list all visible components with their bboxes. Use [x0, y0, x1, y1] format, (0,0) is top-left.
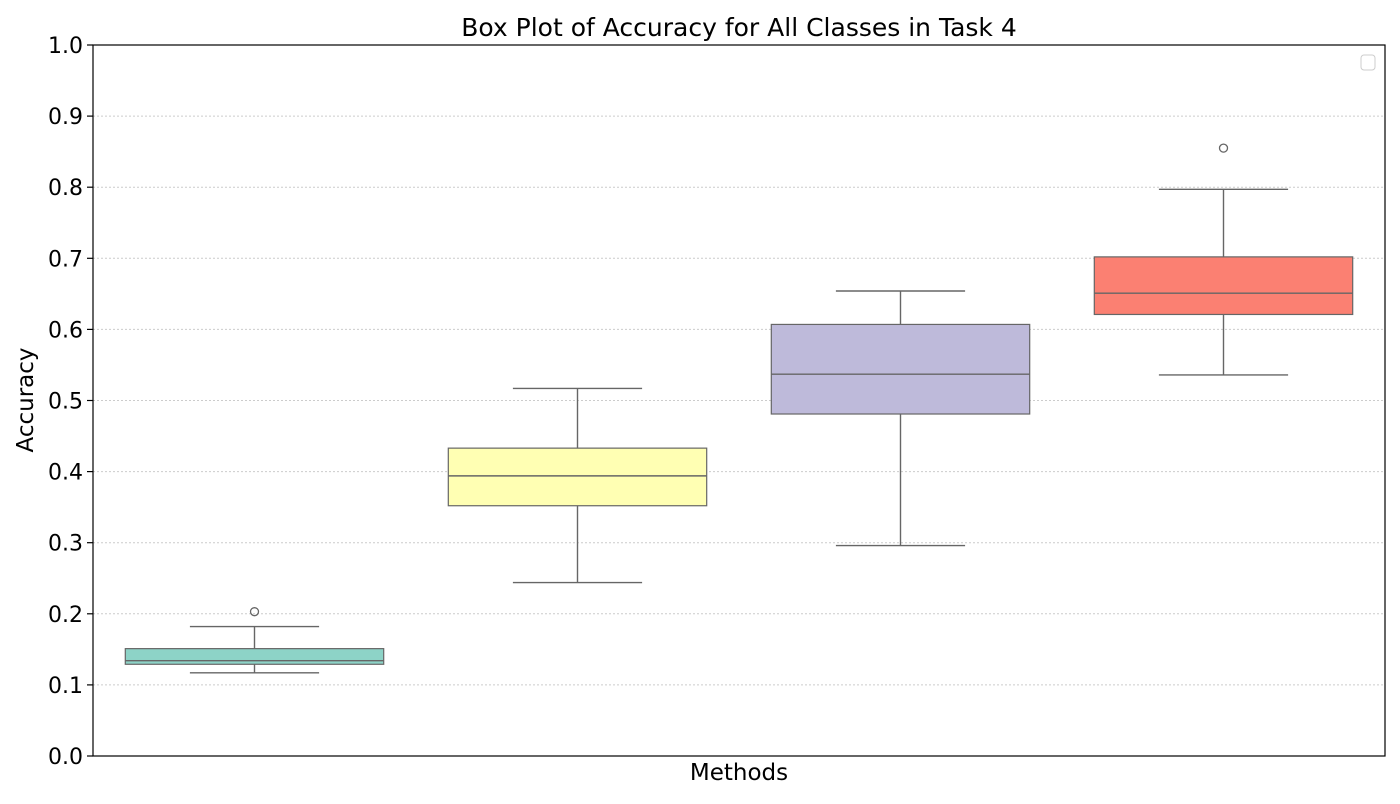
outlier-point [1218, 143, 1229, 153]
x-axis-title: Methods [690, 760, 788, 786]
outlier-point [249, 607, 260, 617]
box-group-4 [1093, 143, 1354, 376]
y-ticks: 0.0 0.1 0.2 0.3 0.4 0.5 0.6 0.7 0.8 0.9 1.0 [48, 34, 93, 770]
box-body [124, 648, 385, 665]
box-group-2 [447, 387, 708, 584]
y-tick-label: 0.8 [48, 176, 83, 201]
y-tick-label: 1.0 [48, 34, 83, 59]
plot-area-frame [92, 44, 1386, 757]
y-tick-label: 0.2 [48, 603, 83, 628]
y-tick-label: 0.1 [48, 674, 83, 699]
y-axis-title: Accuracy [13, 347, 39, 452]
y-tick-label: 0.6 [48, 318, 83, 343]
y-tick-label: 0.7 [48, 247, 83, 272]
legend-empty [1360, 54, 1376, 71]
y-tick-label: 0.5 [48, 390, 83, 415]
box-body [1093, 256, 1354, 316]
box-group-1 [124, 607, 385, 674]
box-group-3 [770, 290, 1031, 547]
box-body [447, 447, 708, 507]
boxes-layer [124, 143, 1354, 674]
y-tick-label: 0.3 [48, 532, 83, 557]
y-tick-label: 0.4 [48, 461, 83, 486]
y-tick-label: 0.9 [48, 105, 83, 130]
box-body [770, 323, 1031, 415]
y-tick-label: 0.0 [48, 745, 83, 770]
chart-title: Box Plot of Accuracy for All Classes in … [461, 13, 1017, 42]
grid-lines [93, 115, 1385, 686]
